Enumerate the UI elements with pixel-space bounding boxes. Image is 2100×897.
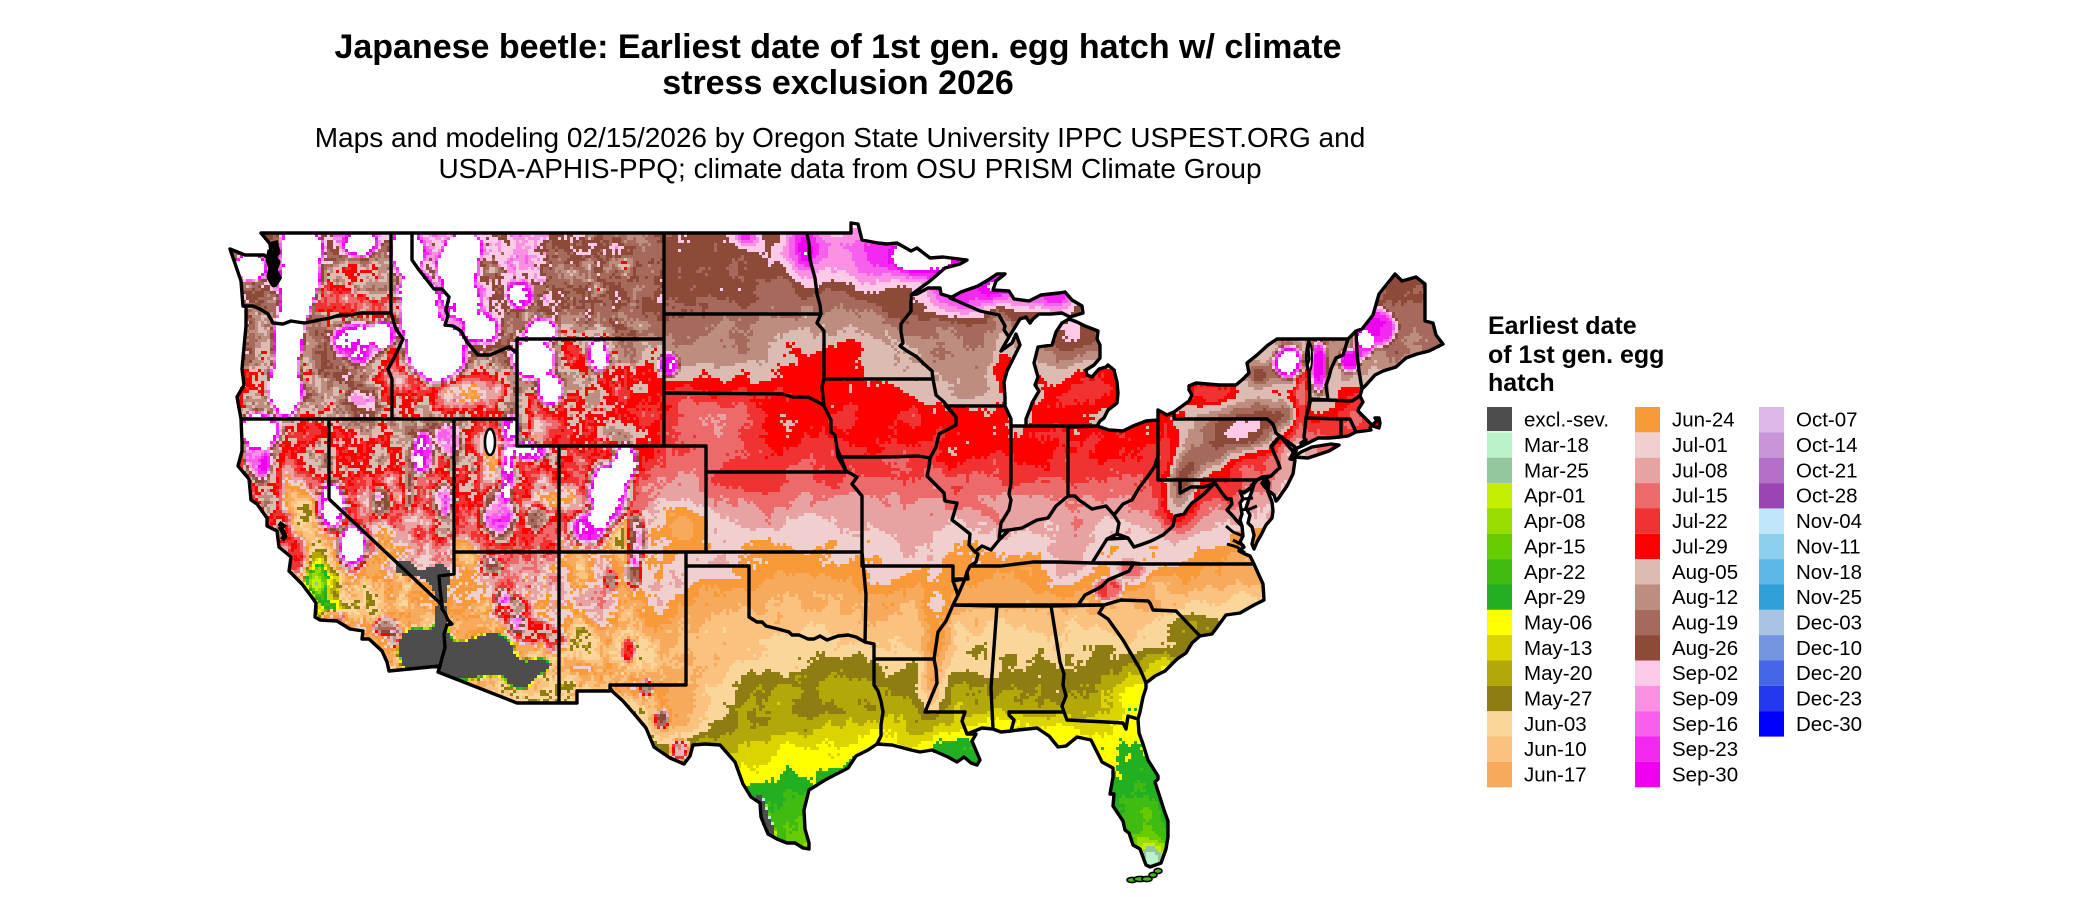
svg-text:Sep-16: Sep-16 (1672, 713, 1738, 736)
svg-text:USDA-APHIS-PPQ; climate data f: USDA-APHIS-PPQ; climate data from OSU PR… (438, 153, 1261, 184)
svg-text:Nov-04: Nov-04 (1796, 510, 1862, 533)
svg-text:Maps and modeling 02/15/2026 b: Maps and modeling 02/15/2026 by Oregon S… (315, 122, 1366, 153)
svg-text:Aug-19: Aug-19 (1672, 612, 1738, 635)
svg-text:Aug-05: Aug-05 (1672, 561, 1738, 584)
svg-text:Mar-18: Mar-18 (1524, 434, 1589, 457)
svg-text:Jun-10: Jun-10 (1524, 738, 1587, 761)
svg-text:May-13: May-13 (1524, 637, 1592, 660)
svg-text:Jul-01: Jul-01 (1672, 434, 1728, 457)
svg-text:Jul-15: Jul-15 (1672, 485, 1728, 508)
svg-text:Dec-03: Dec-03 (1796, 612, 1862, 635)
svg-text:Jun-03: Jun-03 (1524, 713, 1587, 736)
svg-text:Oct-14: Oct-14 (1796, 434, 1858, 457)
svg-text:Dec-30: Dec-30 (1796, 713, 1862, 736)
svg-text:Jun-24: Jun-24 (1672, 409, 1735, 432)
svg-text:May-06: May-06 (1524, 612, 1592, 635)
svg-text:Jul-08: Jul-08 (1672, 459, 1728, 482)
svg-text:Aug-12: Aug-12 (1672, 586, 1738, 609)
svg-text:Dec-10: Dec-10 (1796, 637, 1862, 660)
svg-text:Sep-30: Sep-30 (1672, 764, 1738, 787)
svg-text:hatch: hatch (1488, 369, 1555, 397)
svg-text:Jul-29: Jul-29 (1672, 535, 1728, 558)
svg-text:Apr-01: Apr-01 (1524, 485, 1586, 508)
svg-text:Dec-23: Dec-23 (1796, 688, 1862, 711)
svg-text:Dec-20: Dec-20 (1796, 662, 1862, 685)
svg-text:of 1st gen. egg: of 1st gen. egg (1488, 341, 1664, 369)
svg-text:stress exclusion 2026: stress exclusion 2026 (662, 64, 1014, 102)
svg-text:Nov-18: Nov-18 (1796, 561, 1862, 584)
svg-text:Oct-07: Oct-07 (1796, 409, 1858, 432)
svg-text:Earliest date: Earliest date (1488, 312, 1637, 340)
svg-text:Aug-26: Aug-26 (1672, 637, 1738, 660)
svg-text:Nov-11: Nov-11 (1796, 535, 1861, 558)
svg-text:Japanese beetle: Earliest date: Japanese beetle: Earliest date of 1st ge… (334, 28, 1341, 66)
svg-text:Apr-22: Apr-22 (1524, 561, 1586, 584)
svg-text:Jun-17: Jun-17 (1524, 764, 1587, 787)
svg-text:excl.-sev.: excl.-sev. (1524, 409, 1609, 432)
svg-text:Apr-15: Apr-15 (1524, 535, 1586, 558)
svg-text:Sep-23: Sep-23 (1672, 738, 1738, 761)
svg-text:May-27: May-27 (1524, 688, 1592, 711)
svg-text:Sep-09: Sep-09 (1672, 688, 1738, 711)
svg-text:Mar-25: Mar-25 (1524, 459, 1589, 482)
svg-text:Oct-21: Oct-21 (1796, 459, 1858, 482)
svg-text:May-20: May-20 (1524, 662, 1592, 685)
svg-text:Jul-22: Jul-22 (1672, 510, 1728, 533)
svg-text:Nov-25: Nov-25 (1796, 586, 1862, 609)
svg-text:Apr-08: Apr-08 (1524, 510, 1586, 533)
svg-text:Sep-02: Sep-02 (1672, 662, 1738, 685)
svg-text:Oct-28: Oct-28 (1796, 485, 1858, 508)
svg-text:Apr-29: Apr-29 (1524, 586, 1586, 609)
